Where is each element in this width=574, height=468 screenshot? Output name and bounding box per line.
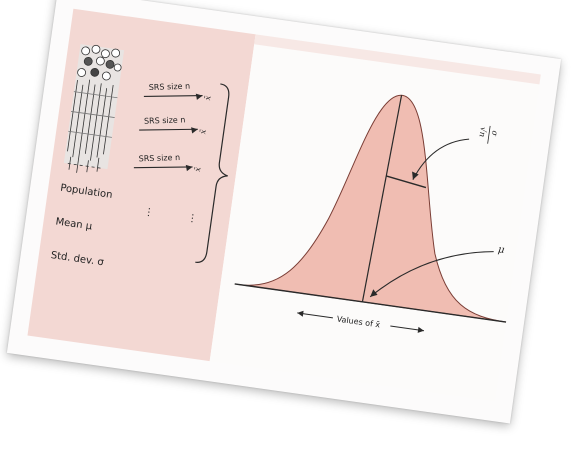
sample-row-1: SRS size n x̄	[143, 82, 213, 101]
mu-label: μ	[497, 244, 505, 256]
sample-label: SRS size n	[139, 153, 181, 163]
sample-label: SRS size n	[144, 115, 186, 125]
arrowhead-icon	[191, 127, 198, 134]
fraction-bar	[487, 125, 491, 144]
sample-statistic: x̄	[203, 95, 213, 101]
sigma-pointer-arrow	[412, 138, 470, 180]
arrowhead-icon	[412, 171, 419, 180]
arrowhead-icon	[370, 289, 378, 297]
sample-arrow	[143, 95, 203, 97]
x-axis-line	[234, 283, 507, 323]
mu-pointer-arrow	[369, 251, 494, 298]
sigma-over-root-n-label: σ √n	[478, 125, 500, 144]
plot-top-band	[254, 34, 541, 85]
mean-label: Mean μ	[55, 216, 94, 232]
sample-statistic: x̄	[198, 128, 208, 134]
ellipsis-left: ⋮	[143, 207, 154, 219]
photo-card: Population Mean μ Std. dev. σ SRS size n…	[6, 0, 562, 424]
sample-arrow	[139, 128, 198, 131]
arrowhead-icon	[185, 164, 193, 172]
sample-row-3: SRS size n x̄	[133, 153, 203, 172]
sigma-numerator: σ	[490, 130, 500, 137]
sampling-distribution-curve	[238, 94, 507, 323]
sampling-distribution-diagram: Population Mean μ Std. dev. σ SRS size n…	[27, 8, 541, 402]
sample-arrow	[133, 166, 193, 169]
sample-statistic: x̄	[193, 166, 203, 172]
mean-line	[361, 95, 403, 302]
arrowhead-icon	[297, 310, 304, 317]
population-crowd-icon	[63, 44, 125, 173]
arrowhead-icon	[195, 93, 203, 100]
std-dev-bar	[385, 175, 427, 189]
arrowhead-icon	[417, 326, 425, 333]
sigma-denominator: √n	[478, 126, 488, 137]
curly-brace-icon	[195, 83, 230, 263]
sample-label: SRS size n	[149, 82, 191, 92]
ellipsis-right: ⋮	[187, 213, 198, 225]
sample-row-2: SRS size n x̄	[139, 115, 208, 135]
